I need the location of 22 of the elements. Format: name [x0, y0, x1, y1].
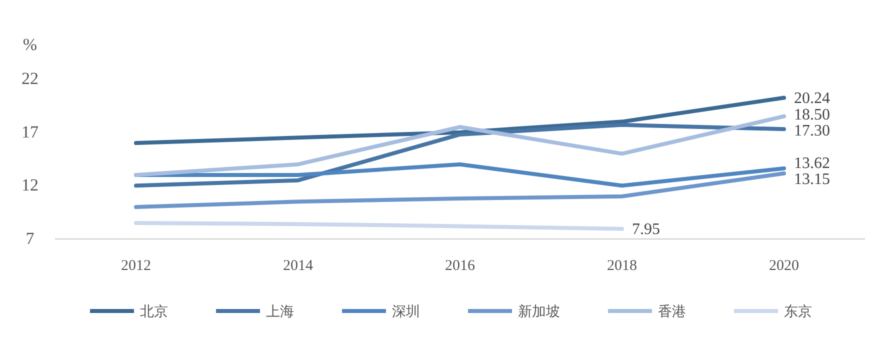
x-tick-label: 2016: [445, 258, 476, 274]
legend-label: 新加坡: [518, 303, 560, 319]
data-label: 18.50: [794, 106, 830, 124]
data-label: 17.30: [794, 122, 830, 140]
x-tick-label: 2020: [769, 258, 799, 274]
y-tick-label: 7: [26, 229, 35, 248]
x-tick-label: 2012: [121, 258, 151, 274]
legend-label: 上海: [266, 303, 294, 319]
y-tick-label: 12: [22, 176, 38, 195]
data-label: 7.95: [632, 220, 660, 238]
legend-label: 深圳: [392, 303, 420, 319]
legend-label: 香港: [658, 303, 686, 319]
y-tick-label: 22: [22, 69, 38, 88]
y-tick-label: 17: [22, 122, 39, 142]
y-axis-title: %: [22, 35, 38, 54]
legend-label: 东京: [784, 303, 812, 319]
data-label: 20.24: [794, 90, 830, 107]
x-tick-label: 2018: [607, 258, 637, 274]
x-tick-label: 2014: [283, 258, 314, 274]
data-label: 13.15: [794, 170, 830, 188]
legend-label: 北京: [140, 303, 168, 319]
data-label: 13.62: [794, 154, 830, 172]
